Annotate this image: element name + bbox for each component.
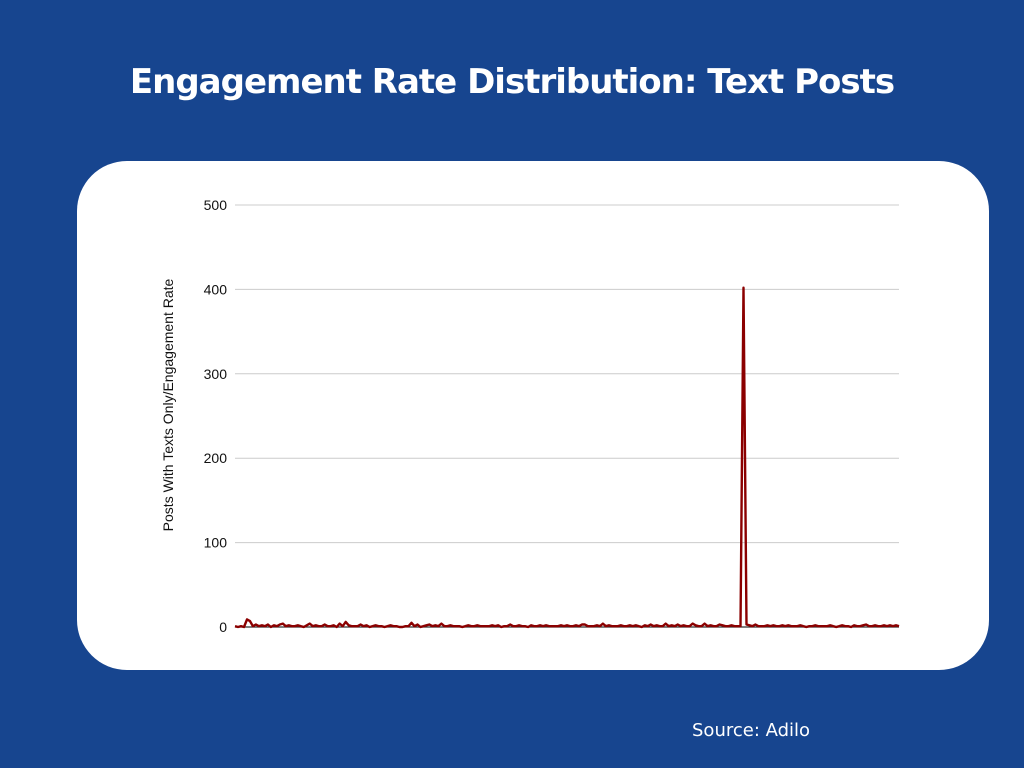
page-title: Engagement Rate Distribution: Text Posts [129,62,895,102]
y-tick-label: 300 [204,366,228,382]
series-line [234,286,900,629]
series-layer [234,286,900,629]
y-tick-label: 400 [204,281,228,297]
source-note: Source: Adilo [692,720,811,741]
chart-card: 0 100 200 300 400 500 Posts With Texts Only/E… [77,161,989,670]
gridlines [235,204,899,628]
y-tick-label: 200 [204,450,228,466]
y-tick-label: 500 [204,197,228,213]
y-tick-label: 100 [204,535,228,551]
y-axis-ticks: 0 100 200 300 400 500 [204,197,228,635]
y-tick-label: 0 [219,619,227,635]
line-chart: 0 100 200 300 400 500 Posts With Texts Only/E… [160,197,900,635]
y-axis-label: Posts With Texts Only/Engagement Rate [160,278,176,531]
